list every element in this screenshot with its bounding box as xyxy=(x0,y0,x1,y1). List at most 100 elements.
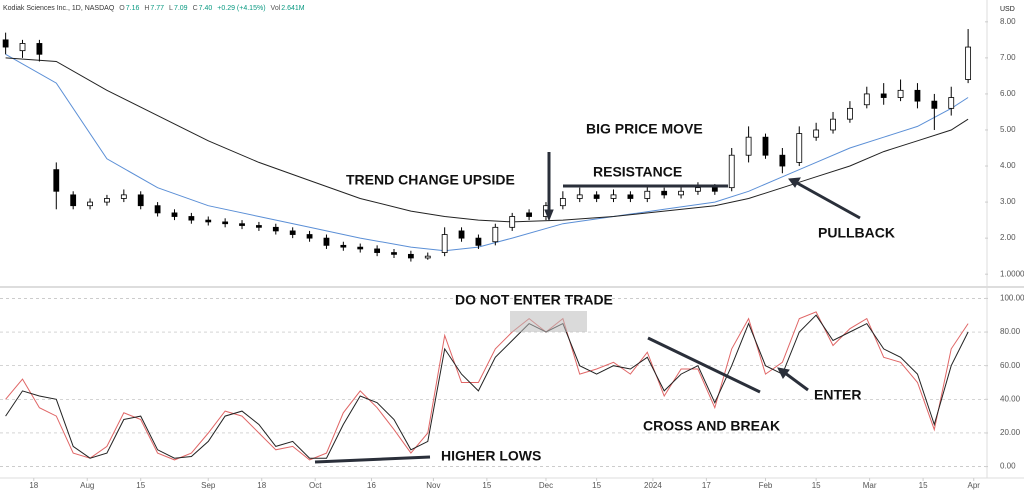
candle-body xyxy=(813,129,820,138)
candle-body xyxy=(104,198,110,203)
candle-body xyxy=(256,225,262,228)
x-tick-label: 15 xyxy=(482,481,491,490)
header-value: +0.29 (+4.15%) xyxy=(217,5,265,12)
candle-body xyxy=(188,216,195,221)
candle-body xyxy=(644,190,651,199)
line-series xyxy=(5,314,969,459)
annotation: CROSS AND BREAK xyxy=(643,418,780,434)
y-tick-label: 0.00 xyxy=(1000,462,1016,471)
header-label: O xyxy=(119,5,125,12)
arrow-line xyxy=(784,371,809,392)
candle-body xyxy=(830,118,836,131)
x-tick-label: Sep xyxy=(201,481,216,490)
arrow-head xyxy=(544,209,554,222)
header: Kodiak Sciences Inc., 1D, NASDAQ O7.16 H 7.… xyxy=(3,5,305,12)
y-tick-label: 8.00 xyxy=(1000,17,1016,26)
candle-body xyxy=(222,221,229,225)
candle-body xyxy=(407,253,414,259)
x-tick-label: 15 xyxy=(592,481,601,490)
y-tick-label: 1.0000 xyxy=(1000,269,1024,278)
candle-body xyxy=(745,136,752,156)
header-value: 7.16 xyxy=(126,5,140,12)
candle-body xyxy=(948,97,955,109)
y-tick-label: 100.00 xyxy=(1000,294,1024,303)
candle-body xyxy=(87,201,93,207)
candle-body xyxy=(779,154,786,167)
annotation: PULLBACK xyxy=(818,225,895,241)
candle-body xyxy=(661,190,668,196)
annotation-shapes xyxy=(314,152,861,464)
annotation: TREND CHANGE UPSIDE xyxy=(346,172,515,188)
candle-body xyxy=(678,190,684,196)
candle-body xyxy=(931,100,938,109)
header-title: Kodiak Sciences Inc., 1D, NASDAQ xyxy=(3,5,115,12)
annotation: ENTER xyxy=(814,387,861,403)
higher-lows-line xyxy=(314,455,431,464)
candle-body xyxy=(863,93,870,106)
candle-body xyxy=(509,216,516,228)
candle-body xyxy=(526,212,532,217)
candle-body xyxy=(391,252,397,255)
candle-body xyxy=(914,89,921,102)
line-series xyxy=(5,53,969,252)
y-tick-label: 2.00 xyxy=(1000,233,1016,242)
header-value: 2.641M xyxy=(281,5,305,12)
x-tick-label: Apr xyxy=(968,481,981,490)
currency: USD xyxy=(1000,6,1015,13)
header-label: H xyxy=(144,5,149,12)
candle-body xyxy=(53,169,60,192)
line-series xyxy=(5,311,969,461)
annotation: BIG PRICE MOVE xyxy=(586,121,703,137)
annotation: HIGHER LOWS xyxy=(441,448,541,464)
candle-body xyxy=(492,226,499,243)
candle-body xyxy=(137,194,144,207)
candle-body xyxy=(576,194,583,199)
candle-body xyxy=(880,93,887,98)
annotation: DO NOT ENTER TRADE xyxy=(455,292,613,308)
candle-body xyxy=(593,194,600,199)
candle-body xyxy=(728,154,735,189)
header-value: 7.40 xyxy=(199,5,213,12)
line-series xyxy=(5,57,969,223)
candle-body xyxy=(171,212,178,217)
candle-body xyxy=(475,237,482,246)
y-tick-label: 20.00 xyxy=(1000,428,1021,437)
candle-body xyxy=(154,205,161,214)
candle-body xyxy=(120,194,127,199)
arrow-head xyxy=(777,367,790,379)
break-line xyxy=(647,336,761,394)
candle-body xyxy=(374,248,381,253)
candle-body xyxy=(289,230,296,235)
x-tick-label: 15 xyxy=(919,481,928,490)
candle-body xyxy=(762,136,769,156)
arrow-head xyxy=(788,177,801,188)
header-label: L xyxy=(169,5,173,12)
candle-body xyxy=(70,194,77,207)
candle-body xyxy=(441,234,448,253)
plot-area: 1.0000 2.00 3.00 4.00 5.00 6.00 7.00 8.00 0.00 20… xyxy=(0,17,1024,490)
y-tick-label: 80.00 xyxy=(1000,327,1021,336)
candle-body xyxy=(610,194,617,199)
x-tick-label: Feb xyxy=(759,481,773,490)
x-tick-label: 18 xyxy=(257,481,266,490)
x-tick-label: 2024 xyxy=(644,481,662,490)
x-tick-label: 18 xyxy=(29,481,38,490)
candle-body xyxy=(205,219,212,223)
header-label: C xyxy=(193,5,198,12)
x-tick-label: 15 xyxy=(812,481,821,490)
candle-body xyxy=(627,194,634,199)
candle-body xyxy=(711,187,718,192)
highlight-box xyxy=(510,311,587,332)
y-tick-label: 6.00 xyxy=(1000,89,1016,98)
y-tick-label: 3.00 xyxy=(1000,197,1016,206)
x-tick-label: 17 xyxy=(702,481,711,490)
candle-body xyxy=(897,89,904,98)
y-tick-label: 4.00 xyxy=(1000,161,1016,170)
header-value: 7.09 xyxy=(174,5,188,12)
x-tick-label: 16 xyxy=(367,481,376,490)
candle-body xyxy=(796,133,803,163)
x-tick-label: Oct xyxy=(309,481,322,490)
x-tick-label: 15 xyxy=(136,481,145,490)
annotation: RESISTANCE xyxy=(593,164,682,180)
